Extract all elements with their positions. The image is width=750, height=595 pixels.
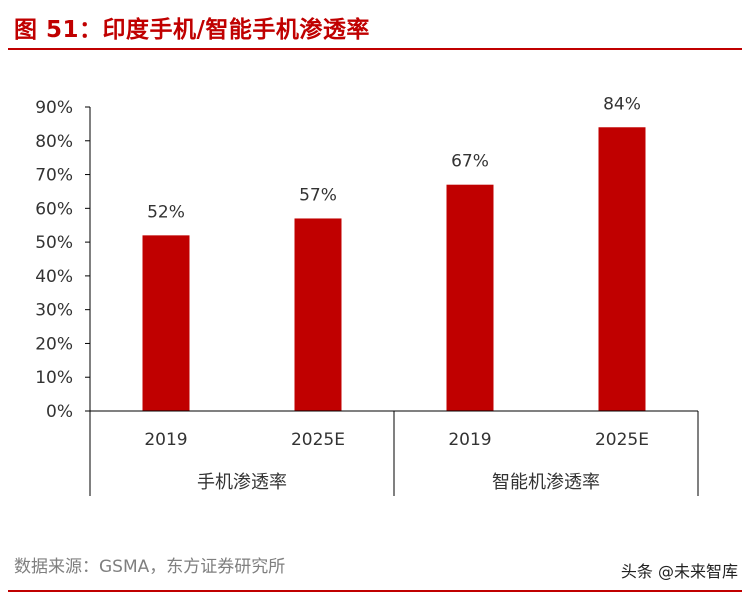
title-divider xyxy=(8,48,742,50)
y-tick-label: 90% xyxy=(35,98,73,118)
data-label: 84% xyxy=(603,94,641,114)
y-tick-label: 30% xyxy=(35,301,73,321)
source-note: 数据来源：GSMA，东方证券研究所 xyxy=(14,557,286,577)
bar xyxy=(142,235,190,411)
bar xyxy=(598,127,646,412)
y-tick-label: 60% xyxy=(35,199,73,219)
bottom-divider xyxy=(8,590,742,592)
x-axis: 2019 2025E 2019 2025E 手机渗透率 智能机渗透率 xyxy=(89,410,699,496)
y-tick-label: 40% xyxy=(35,267,73,287)
bars-group: 52% 57% 67% 84% xyxy=(142,94,646,412)
x-tick-label: 2025E xyxy=(595,430,649,450)
bar xyxy=(446,184,494,411)
y-tick-label: 80% xyxy=(35,132,73,152)
chart-title: 图 51：印度手机/智能手机渗透率 xyxy=(14,17,370,43)
data-label: 57% xyxy=(299,185,337,205)
bar xyxy=(294,218,342,411)
y-tick-label: 70% xyxy=(35,166,73,186)
group-label: 手机渗透率 xyxy=(197,472,287,493)
y-tick-label: 20% xyxy=(35,334,73,354)
data-label: 67% xyxy=(451,152,489,172)
y-axis: 0% 10% 20% 30% 40% 50% 60% 70% 80% 90% xyxy=(35,98,91,422)
data-label: 52% xyxy=(147,202,185,222)
x-tick-label: 2025E xyxy=(291,430,345,450)
y-tick-label: 0% xyxy=(46,402,73,422)
y-tick-label: 50% xyxy=(35,233,73,253)
group-label: 智能机渗透率 xyxy=(492,472,600,493)
x-tick-label: 2019 xyxy=(144,430,187,450)
x-tick-label: 2019 xyxy=(448,430,491,450)
watermark: 头条 @未来智库 xyxy=(620,562,738,581)
y-tick-label: 10% xyxy=(35,368,73,388)
